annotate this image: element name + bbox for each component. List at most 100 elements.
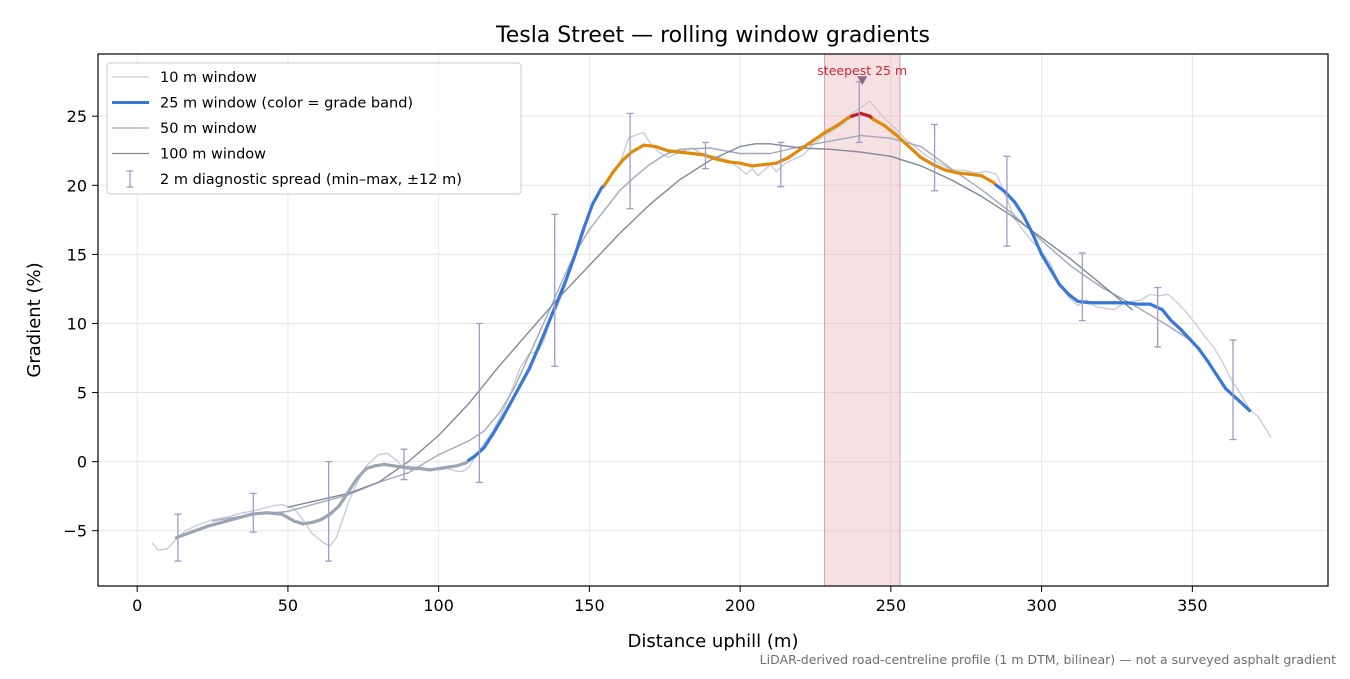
y-axis-label: Gradient (%) [24,262,45,377]
series-25m-segment [750,162,766,168]
series-25m-segment [967,172,983,178]
y-tick-label: 15 [67,245,87,264]
chart-title: Tesla Street — rolling window gradients [495,23,930,48]
series-25m-segment [678,150,694,156]
legend-label: 25 m window (color = grade band) [160,96,413,112]
series-25m-segment [602,169,616,187]
series-25m-segment [979,174,995,185]
series-25m-segment [726,160,742,165]
series-25m-segment [1214,372,1228,390]
series-25m-segment [907,144,923,160]
series-25m-segment [738,161,754,168]
error-bar [777,141,785,188]
error-bar [325,460,333,562]
legend-label: 100 m window [160,147,266,163]
series-25m-segment [994,183,1008,194]
error-bar [1078,252,1086,322]
series-25m-segment [1058,283,1071,297]
series-25m-segment [581,203,595,232]
y-tick-label: −5 [63,522,87,541]
series-25m-segment [590,186,604,207]
series-25m-segment [642,143,658,149]
series-25m-segment [1012,200,1026,218]
series-25m-segment [235,512,254,520]
series-25m-segment [337,490,350,508]
steepest-label: steepest 25 m [817,63,907,78]
plot-area: steepest 25 m 0 50 100 150 200 250 300 350 −5 0 5 10… [63,53,1329,615]
legend: 10 m window 25 m window (color = grade ba… [106,62,522,195]
series-25m-segment [174,530,194,540]
series-25m-segment [630,143,646,154]
series-25m-segment [1160,308,1173,323]
series-25m-segment [955,171,971,176]
series-25m-segment [654,144,670,153]
x-tick-label: 50 [278,596,298,615]
series-25m-segment [774,156,790,165]
series-25m-segment [1178,327,1191,341]
series-25m-segment [518,367,531,388]
series-25m-segment [883,124,899,138]
series-25m-segment [220,516,239,525]
series-25m-segment [810,131,827,143]
series-25m-segment [563,255,576,284]
x-tick-label: 250 [876,596,907,615]
series-25m-segment [554,280,567,306]
series-25m-segment [527,346,540,371]
error-bar [1229,339,1237,441]
series-25m-segment [611,158,625,174]
series-25m-segment [1205,359,1219,377]
y-tick-label: 0 [77,453,87,472]
series-25m-segment [943,168,959,175]
x-tick-label: 300 [1026,596,1057,615]
series-25m-segment [835,115,851,128]
error-bar [174,513,182,562]
series-25m-segment [1124,301,1140,306]
error-bar [626,112,634,210]
series-25m-segment [822,124,839,135]
steepest-band [824,53,901,587]
series-25m-segment [1030,232,1044,256]
series-25m-segment [328,504,341,516]
error-bar [551,213,559,367]
series-25m-segment [250,511,269,516]
series-25m-segment [265,511,284,516]
series-25m-segment [500,400,513,421]
footnote: LiDAR-derived road-centreline profile (1… [760,652,1336,667]
series-25m-segment [1148,302,1164,312]
y-tick-label: 20 [67,176,87,195]
series-25m-segment [572,227,585,259]
series-25m-segment [280,512,296,523]
x-tick-label: 350 [1177,596,1208,615]
series-25m-segment [1241,403,1252,413]
series-25m-segment [1067,292,1080,303]
series-50m-line [211,134,1193,522]
error-bar [475,322,483,484]
legend-label: 50 m window [160,121,257,137]
legend-label: 10 m window [160,70,257,86]
series-25m-segment [798,139,815,151]
series-25m-segment [786,147,803,160]
series-25m-segment [690,151,706,157]
steepest-marker [857,76,868,86]
series-25m-segment [1187,337,1200,350]
x-tick-label: 200 [725,596,756,615]
y-tick-label: 25 [67,107,87,126]
series-25m-segment [871,117,887,128]
y-tick-label: 10 [67,314,87,333]
error-bar [400,448,408,481]
series-25m-segment [482,432,495,450]
series-25m-segment [204,520,224,529]
series-25m-segment [1040,252,1053,272]
series-25m-segment [189,524,209,534]
series-25m-segment [1196,346,1210,363]
x-tick-label: 150 [574,596,605,615]
x-tick-label: 0 [132,596,142,615]
series-25m-segment [895,133,911,149]
legend-box [106,62,522,195]
series-25m-segment [1076,299,1092,305]
axes-frame [97,53,1329,587]
legend-label: 2 m diagnostic spread (min–max, ±12 m) [160,172,462,188]
error-bar [1154,286,1162,348]
